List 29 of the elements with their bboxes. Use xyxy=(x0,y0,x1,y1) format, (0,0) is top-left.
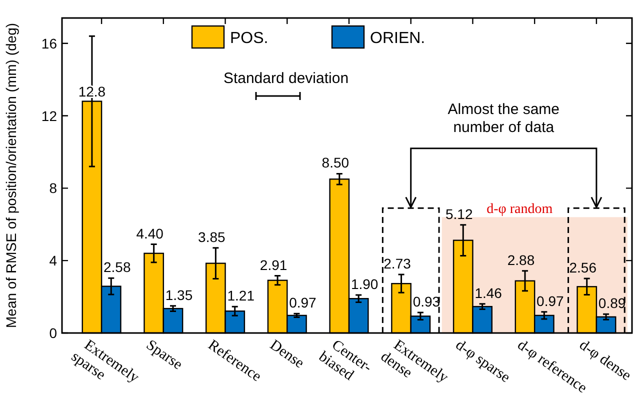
x-tick-label: d-φ sparse xyxy=(452,337,513,386)
data-label: 5.12 xyxy=(446,206,473,222)
data-label: 8.50 xyxy=(322,154,350,171)
data-label: 1.35 xyxy=(165,286,193,303)
data-label: 1.21 xyxy=(227,288,255,304)
y-tick-label: 0 xyxy=(49,325,58,341)
annotation: Almost the same number of data xyxy=(448,100,560,136)
y-axis-title: Mean of RMSE of position/orientation (mm) (deg) xyxy=(3,22,19,328)
data-label: 2.58 xyxy=(104,259,131,276)
data-label: 1.90 xyxy=(350,276,378,292)
y-tick-label: 16 xyxy=(41,35,58,52)
data-label: 0.97 xyxy=(536,292,564,309)
data-label: 2.73 xyxy=(384,256,412,272)
y-tick-label: 4 xyxy=(49,252,58,269)
band-label: d-φ random xyxy=(486,202,553,218)
data-label: 2.91 xyxy=(260,256,288,273)
y-tick-label: 8 xyxy=(49,180,58,196)
data-label: 2.88 xyxy=(507,252,535,268)
annotation: Standard deviation xyxy=(223,70,349,87)
legend-label: ORIEN. xyxy=(370,30,426,47)
data-label: 0.89 xyxy=(598,295,626,312)
data-label: 4.40 xyxy=(136,225,164,242)
legend-label: POS. xyxy=(230,30,268,47)
data-label: 3.85 xyxy=(198,228,226,245)
data-label: 2.56 xyxy=(569,260,597,276)
y-tick-label: 12 xyxy=(41,108,58,124)
data-label: 0.97 xyxy=(289,294,317,311)
data-label: 0.93 xyxy=(412,294,440,310)
data-label: 1.46 xyxy=(474,284,502,301)
